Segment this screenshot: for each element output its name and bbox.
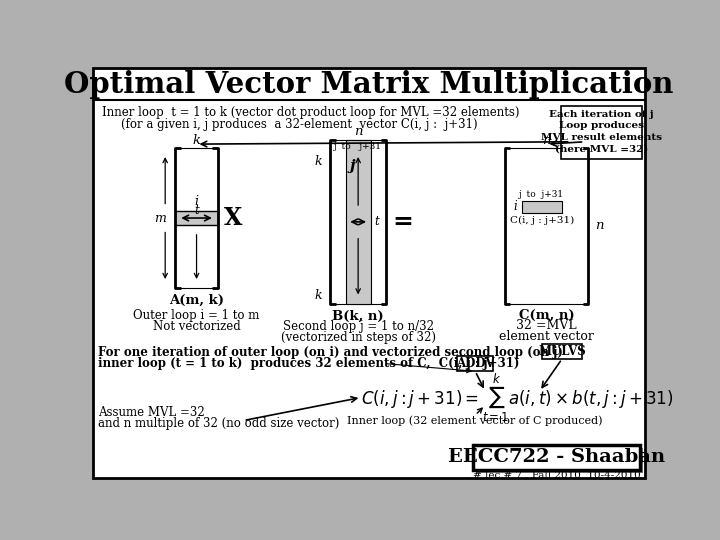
Text: MVL result elements: MVL result elements: [541, 133, 662, 141]
Text: Each iteration of j: Each iteration of j: [549, 110, 654, 119]
Bar: [505, 148, 588, 303]
Bar: [473, 445, 640, 470]
Text: n: n: [542, 134, 551, 147]
Text: Optimal Vector Matrix Multiplication: Optimal Vector Matrix Multiplication: [64, 70, 674, 99]
Text: Inner loop (32 element vector of C produced): Inner loop (32 element vector of C produ…: [348, 415, 603, 426]
Text: B(k, n): B(k, n): [333, 309, 384, 322]
Text: k: k: [315, 289, 323, 302]
Text: Outer loop i = 1 to m: Outer loop i = 1 to m: [133, 309, 260, 322]
Text: EECC722 - Shaaban: EECC722 - Shaaban: [448, 449, 665, 467]
Text: m: m: [154, 212, 166, 225]
Text: Assume MVL =32: Assume MVL =32: [98, 406, 204, 420]
Text: =: =: [392, 210, 413, 234]
Bar: [457, 356, 493, 372]
Text: (here MVL =32): (here MVL =32): [555, 144, 648, 153]
Text: C(m, n): C(m, n): [518, 308, 575, 321]
Text: k: k: [192, 134, 201, 147]
Bar: [561, 106, 642, 159]
Text: Inner loop  t = 1 to k (vector dot product loop for MVL =32 elements): Inner loop t = 1 to k (vector dot produc…: [102, 106, 520, 119]
Text: inner loop (t = 1 to k)  produces 32 elements of C,  C(i, j : j+31): inner loop (t = 1 to k) produces 32 elem…: [98, 357, 519, 370]
Text: i: i: [194, 194, 199, 207]
Text: A(m, k): A(m, k): [169, 294, 224, 307]
Text: ADDV: ADDV: [456, 357, 495, 370]
Text: n: n: [595, 219, 603, 232]
Text: Second loop j = 1 to n/32: Second loop j = 1 to n/32: [283, 320, 433, 333]
Text: i: i: [513, 200, 518, 213]
Text: (vectorized in steps of 32): (vectorized in steps of 32): [281, 331, 436, 344]
Text: $C(i,j:j+31)=\sum_{t=1}^{k}a(i,t)\times b(t,j:j+31)$: $C(i,j:j+31)=\sum_{t=1}^{k}a(i,t)\times …: [361, 371, 674, 424]
Bar: [346, 140, 371, 303]
Text: For one iteration of outer loop (on i) and vectorized second loop (on j): For one iteration of outer loop (on i) a…: [98, 346, 562, 359]
Text: k: k: [315, 156, 323, 168]
Bar: [522, 201, 562, 213]
Text: (for a given i, j produces  a 32-element  vector C(i, j :  j+31): (for a given i, j produces a 32-element …: [121, 118, 477, 131]
Text: 32 =MVL: 32 =MVL: [516, 319, 577, 332]
Text: and n multiple of 32 (no odd size vector): and n multiple of 32 (no odd size vector…: [98, 417, 339, 430]
Text: Not vectorized: Not vectorized: [153, 320, 240, 333]
Text: n: n: [354, 125, 362, 138]
Bar: [330, 140, 386, 303]
Text: t: t: [194, 204, 199, 217]
Text: j  to  j+31: j to j+31: [519, 191, 564, 199]
Text: Loop produces: Loop produces: [559, 121, 644, 130]
Text: C(i, j : j+31): C(i, j : j+31): [510, 216, 574, 225]
Bar: [175, 148, 218, 288]
Text: MULVS: MULVS: [538, 345, 586, 357]
Text: j: j: [350, 159, 356, 173]
Text: # lec # 7   Fall 2010  10-4-2010: # lec # 7 Fall 2010 10-4-2010: [472, 471, 640, 480]
Bar: [542, 343, 582, 359]
Text: t: t: [374, 215, 379, 228]
Text: X: X: [224, 206, 243, 230]
Text: element vector: element vector: [499, 330, 594, 343]
Bar: [476, 448, 644, 473]
Text: j  to   j+31: j to j+31: [334, 142, 382, 151]
Bar: [175, 211, 218, 225]
